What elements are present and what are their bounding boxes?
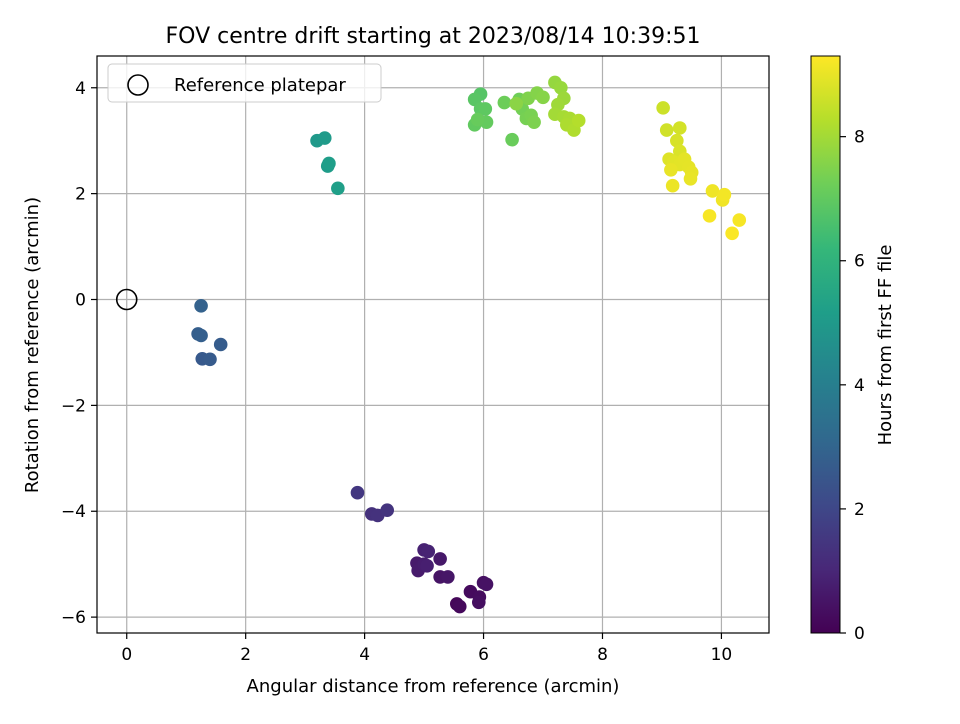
data-point — [194, 328, 208, 343]
data-point — [497, 95, 512, 110]
data-point — [420, 558, 434, 573]
x-axis-ticks: 0 2 4 6 8 10 — [121, 633, 732, 665]
x-tick-label: 0 — [121, 645, 132, 665]
plot-frame — [96, 55, 770, 634]
scatter-points — [191, 75, 747, 614]
grid — [97, 56, 769, 633]
data-point — [505, 132, 519, 147]
legend: Reference platepar — [107, 63, 382, 103]
data-point — [536, 90, 550, 105]
data-point — [441, 570, 455, 584]
data-point — [331, 181, 345, 196]
data-point — [554, 80, 568, 95]
x-tick-label: 6 — [478, 645, 489, 665]
chart-title: FOV centre drift starting at 2023/08/14 … — [166, 24, 701, 49]
data-point — [732, 213, 747, 227]
colorbar-tick-label: 2 — [854, 500, 865, 520]
data-point — [452, 599, 467, 614]
x-tick-label: 2 — [240, 645, 251, 665]
reference-platepar-marker — [115, 288, 138, 311]
data-point — [433, 552, 447, 566]
y-tick-label: −6 — [61, 608, 86, 628]
data-point — [665, 178, 680, 193]
colorbar-tick-label: 4 — [854, 376, 865, 396]
y-tick-label: 0 — [75, 291, 86, 311]
data-point — [213, 337, 228, 352]
x-axis-label: Angular distance from reference (arcmin) — [247, 676, 620, 697]
data-point — [380, 503, 395, 517]
data-point — [350, 485, 365, 500]
y-axis-label: Rotation from reference (arcmin) — [22, 197, 43, 493]
colorbar-tick-label: 0 — [854, 624, 865, 644]
data-point — [479, 577, 494, 592]
y-tick-label: 4 — [75, 79, 86, 99]
data-point — [509, 96, 524, 111]
data-point — [478, 102, 493, 116]
y-axis-ticks: −6 −4 −2 0 2 4 — [61, 79, 97, 628]
y-tick-label: −4 — [61, 502, 86, 522]
data-point — [683, 172, 698, 186]
data-point — [317, 131, 332, 145]
data-point — [659, 123, 674, 137]
data-point — [717, 187, 732, 202]
data-point — [571, 113, 586, 128]
data-point — [656, 101, 670, 115]
data-point — [470, 112, 485, 127]
colorbar-tick-label: 8 — [854, 128, 865, 148]
data-point — [194, 299, 208, 313]
data-point — [203, 352, 217, 367]
data-point — [421, 544, 436, 559]
legend-entry-label: Reference platepar — [174, 75, 346, 96]
colorbar-tick-label: 6 — [854, 252, 865, 272]
x-tick-label: 10 — [711, 645, 733, 665]
y-tick-label: −2 — [61, 396, 86, 416]
data-point — [705, 184, 720, 198]
data-point — [672, 121, 687, 135]
x-tick-label: 8 — [597, 645, 608, 665]
data-point — [702, 209, 717, 223]
legend-box — [107, 63, 382, 103]
data-point — [527, 115, 541, 129]
data-point — [664, 163, 678, 177]
colorbar-label: Hours from first FF file — [875, 245, 896, 446]
data-point — [322, 156, 336, 171]
colorbar-frame — [810, 55, 841, 634]
colorbar — [811, 56, 840, 633]
y-tick-label: 2 — [75, 185, 86, 205]
data-point — [725, 226, 739, 241]
x-tick-label: 4 — [359, 645, 370, 665]
data-point — [471, 595, 486, 610]
colorbar-ticks: 0 2 4 6 8 — [840, 128, 865, 644]
data-point — [670, 133, 684, 148]
legend-marker-icon — [127, 74, 149, 96]
